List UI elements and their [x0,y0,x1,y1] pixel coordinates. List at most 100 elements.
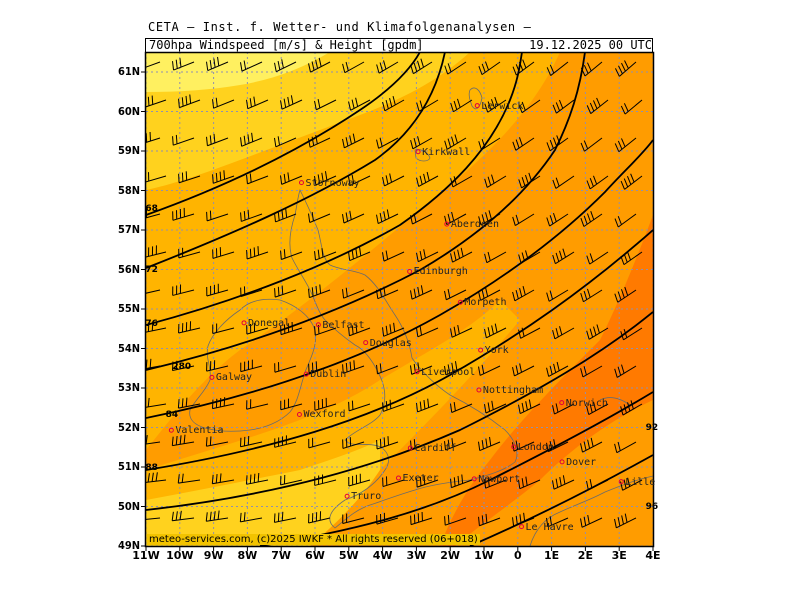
wind-barb [382,322,405,337]
wind-barb [342,360,365,374]
city-marker [414,369,420,375]
city-label: Norwich [565,397,608,409]
wind-barb [382,476,405,488]
wind-barb [308,211,331,223]
wind-barb [552,475,575,490]
wind-barb [444,438,467,451]
city-marker [457,299,463,305]
wind-barb [274,59,297,73]
city-marker [407,445,413,451]
wind-barb [274,208,297,223]
wind-barb [146,208,161,219]
wind-barb [484,323,507,339]
contour-label: 68 [145,204,158,215]
wind-barb [484,96,507,113]
city-label: Donegal [248,317,291,329]
wind-barb [382,96,405,112]
wind-barb [171,360,195,372]
city-label: York [484,345,509,357]
wind-barb [280,322,303,336]
wind-barb [444,514,467,526]
wind-barb [614,286,637,303]
axis-ticks [141,71,654,551]
wind-barb [382,399,405,412]
lat-tick-label: 51N [117,460,140,473]
wind-barb [376,286,399,300]
city-marker [474,103,480,109]
contour-line [146,52,523,326]
city-marker [315,322,321,328]
wind-barb [615,60,637,77]
wind-barb [586,479,609,491]
lat-tick-label: 58N [117,183,140,197]
wind-barb [146,95,167,108]
wind-barb [580,137,603,152]
city-marker [478,347,484,353]
contour-line [146,139,653,419]
lon-tick-label: 3W [406,549,427,562]
lon-tick-label: 1E [544,549,560,562]
wind-barb [518,399,541,414]
contour-label: 88 [145,462,158,473]
wind-barb [205,510,229,522]
wind-barb [586,97,609,115]
city-label: Aberdeen [450,219,499,231]
wind-barb [274,435,297,448]
wind-barb [580,514,603,528]
wind-barb [580,365,603,378]
chart-title: CETA — Inst. f. Wetter- und Klimafolgena… [148,20,532,34]
wind-barb [478,61,501,76]
wind-barb [172,284,195,296]
wind-barb [614,213,637,228]
wind-barb [546,361,569,377]
city-marker [511,444,517,450]
lat-tick-label: 57N [117,223,140,236]
city-label: Stornoway [305,177,360,189]
wind-barb [212,97,235,109]
contour-label: 72 [145,265,158,276]
wind-barb [348,246,371,262]
wind-barb [348,473,371,487]
wind-barb [308,284,331,299]
wind-barb [614,441,637,454]
city-marker [298,180,304,186]
city-label: Dublin [310,369,347,381]
wind-barb [546,212,569,227]
contour-label: 280 [172,362,192,373]
wind-barb [273,511,297,523]
wind-barb [246,399,269,410]
contour-line [259,391,653,546]
city-marker [519,524,525,530]
lat-tick-label: 49N [117,539,140,552]
wind-barb [280,249,303,260]
wind-barb [342,133,365,149]
wind-barb [171,510,195,522]
city-label: Dover [566,456,597,468]
wind-barb [478,436,501,452]
wind-barb [614,513,637,529]
contour-line [146,52,446,269]
contour-line [146,311,653,511]
wind-barb [240,132,263,147]
lon-tick-label: 3E [611,549,627,562]
wind-barb [246,173,269,185]
wind-barb [586,324,609,340]
city-marker [303,371,309,377]
wind-barb [410,213,433,225]
wind-barb [415,326,439,338]
city-label: Valentia [175,425,224,437]
lat-tick-label: 53N [117,381,140,394]
city-marker [471,476,477,482]
wind-barb [444,211,467,226]
wind-barb [348,97,371,111]
wind-barb [376,363,399,375]
contour-label: 96 [645,502,659,513]
wind-barb [280,474,303,486]
wind-barb [586,175,609,190]
city-label: London [517,441,554,453]
wind-barb [273,136,297,148]
wind-barb [552,175,575,189]
wind-barb [376,512,399,525]
wind-barb [478,364,501,376]
